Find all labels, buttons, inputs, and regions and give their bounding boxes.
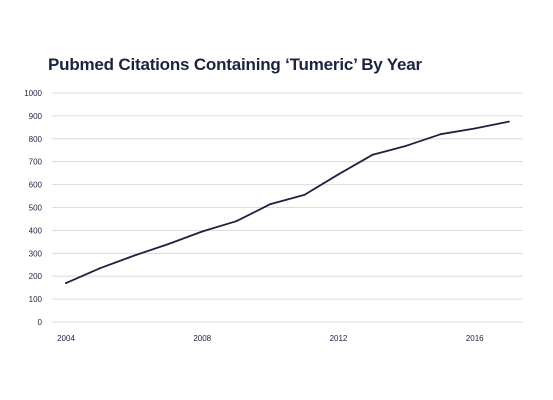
x-tick-label: 2016 — [466, 334, 484, 343]
data-point-2010 — [269, 203, 272, 205]
y-tick-label: 0 — [38, 318, 43, 327]
data-point-2009 — [235, 220, 238, 223]
data-point-2017 — [507, 120, 510, 123]
data-point-2008 — [201, 230, 204, 233]
gridlines — [52, 92, 523, 323]
chart-title: Pubmed Citations Containing ‘Tumeric’ By… — [48, 55, 422, 74]
data-point-2014 — [405, 144, 408, 147]
y-tick-label: 300 — [29, 249, 43, 258]
y-tick-label: 800 — [29, 135, 43, 144]
y-tick-label: 600 — [29, 181, 43, 190]
y-tick-label: 700 — [29, 158, 43, 167]
x-axis-tick-labels: 2004 2008 2012 2016 — [57, 334, 484, 343]
y-tick-label: 900 — [29, 112, 43, 121]
y-tick-label: 200 — [29, 272, 43, 281]
x-tick-label: 2012 — [330, 334, 348, 343]
data-point-2016 — [473, 127, 476, 130]
y-tick-label: 400 — [29, 226, 43, 235]
x-tick-label: 2008 — [193, 334, 211, 343]
y-tick-label: 1000 — [24, 89, 42, 98]
y-tick-label: 500 — [29, 204, 43, 213]
data-point-2015 — [439, 133, 442, 136]
data-point-2007 — [167, 243, 170, 246]
data-point-2012 — [337, 173, 340, 176]
series-line-0 — [65, 120, 510, 285]
data-point-2006 — [133, 254, 136, 257]
data-point-2004 — [65, 282, 67, 284]
data-point-2013 — [371, 153, 374, 156]
data-point-2011 — [303, 194, 306, 196]
y-tick-label: 100 — [29, 295, 43, 304]
series-layer — [65, 120, 510, 285]
data-point-2005 — [99, 267, 101, 270]
y-axis-tick-labels: 0 100 200 300 400 500 600 700 800 900 1000 — [24, 89, 42, 327]
x-tick-label: 2004 — [57, 334, 75, 343]
